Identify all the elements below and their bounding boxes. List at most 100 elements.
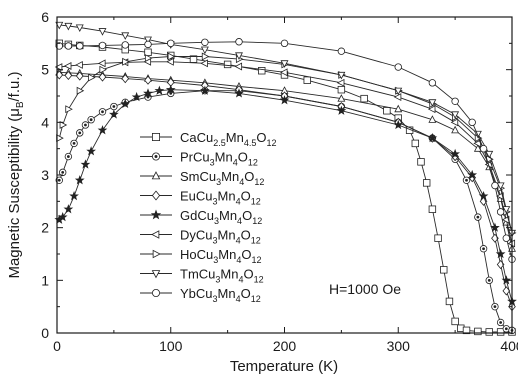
data-point: [63, 204, 74, 214]
marker-square: [496, 328, 505, 336]
marker-dot: [504, 327, 508, 331]
marker-square: [151, 132, 160, 141]
data-point: [393, 93, 402, 102]
data-point: [75, 60, 83, 69]
marker-dot: [84, 123, 87, 127]
legend-marker: [150, 209, 162, 220]
marker-triangle-left: [54, 63, 63, 71]
marker-diamond: [144, 75, 152, 85]
data-point: [121, 32, 130, 40]
marker-square: [434, 234, 442, 242]
marker-circle: [394, 63, 402, 71]
legend-marker: [151, 171, 161, 180]
data-point: [422, 179, 431, 187]
data-point: [143, 88, 153, 98]
marker-star: [279, 95, 290, 105]
legend-entry: HoCu3Mn4O12: [140, 247, 261, 265]
data-point: [234, 62, 243, 71]
axis-ticks: 0 100 200 300 400 0 1 2 3 4 5 6: [41, 9, 518, 354]
data-point: [445, 297, 454, 306]
data-point: [121, 74, 130, 84]
marker-square: [417, 158, 425, 166]
data-point: [98, 108, 107, 116]
marker-circle: [121, 41, 129, 49]
data-point: [428, 99, 437, 107]
data-point: [76, 42, 84, 50]
marker-circle: [496, 208, 505, 216]
legend-label: TmCu3Mn4O12: [180, 267, 264, 285]
marker-circle: [151, 288, 160, 297]
marker-circle: [502, 234, 511, 242]
marker-star: [450, 148, 460, 159]
series-5: [54, 57, 516, 248]
data-point: [99, 65, 107, 74]
data-point: [258, 67, 266, 75]
data-point: [74, 175, 85, 185]
data-point: [393, 119, 404, 130]
field-annotation: H=1000 Oe: [329, 281, 401, 297]
legend-entry: DyCu3Mn4O12: [140, 228, 261, 246]
marker-triangle-right: [167, 52, 176, 61]
data-point: [201, 38, 209, 46]
marker-circle: [428, 79, 437, 87]
data-point: [201, 52, 210, 61]
data-point: [144, 48, 152, 56]
marker-dot: [72, 142, 76, 145]
series-0: [55, 39, 516, 336]
marker-circle: [451, 97, 459, 105]
data-point: [280, 68, 288, 77]
marker-star: [150, 209, 162, 220]
legend-marker: [151, 230, 160, 239]
marker-star: [97, 125, 108, 135]
data-point: [474, 327, 482, 336]
marker-square: [422, 179, 431, 187]
marker-triangle-up: [451, 125, 460, 134]
data-point: [98, 59, 106, 68]
data-point: [63, 62, 72, 70]
legend-label: EuCu3Mn4O12: [180, 189, 261, 207]
marker-triangle-up: [428, 115, 437, 123]
marker-dot: [101, 110, 104, 114]
data-point: [496, 208, 505, 216]
marker-star: [154, 85, 165, 95]
marker-triangle-right: [152, 249, 161, 259]
data-point: [467, 169, 478, 180]
data-point: [427, 133, 438, 143]
marker-dot: [493, 305, 497, 309]
marker-star: [120, 98, 131, 109]
marker-star: [63, 204, 74, 214]
data-point: [394, 87, 403, 96]
marker-circle: [235, 38, 243, 46]
data-point: [485, 276, 493, 285]
marker-triangle-down: [280, 60, 289, 68]
marker-triangle-down: [200, 46, 209, 55]
data-point: [109, 109, 119, 119]
marker-triangle-down: [98, 28, 107, 36]
data-point: [80, 159, 91, 169]
y-tick-label: 6: [41, 9, 49, 25]
x-tick-label: 400: [500, 338, 518, 354]
marker-triangle-right: [201, 52, 210, 61]
marker-star: [86, 146, 96, 156]
data-point: [76, 86, 85, 95]
legend-marker: [151, 132, 160, 141]
data-point: [428, 79, 437, 87]
marker-triangle-right: [65, 105, 73, 114]
marker-square: [485, 328, 493, 336]
series-line: [59, 74, 513, 307]
data-point: [427, 105, 436, 114]
data-point: [383, 107, 391, 115]
data-point: [200, 85, 210, 95]
marker-circle: [64, 42, 73, 50]
marker-triangle-down: [64, 22, 73, 31]
marker-triangle-right: [88, 73, 96, 82]
legend-label: HoCu3Mn4O12: [180, 247, 261, 265]
series-line: [58, 90, 513, 331]
marker-square: [303, 76, 311, 84]
data-point: [144, 40, 152, 49]
data-point: [280, 60, 289, 68]
legend-entry: GdCu3Mn4O12: [140, 208, 262, 226]
marker-triangle-left: [151, 230, 160, 239]
marker-triangle-down: [337, 71, 346, 80]
